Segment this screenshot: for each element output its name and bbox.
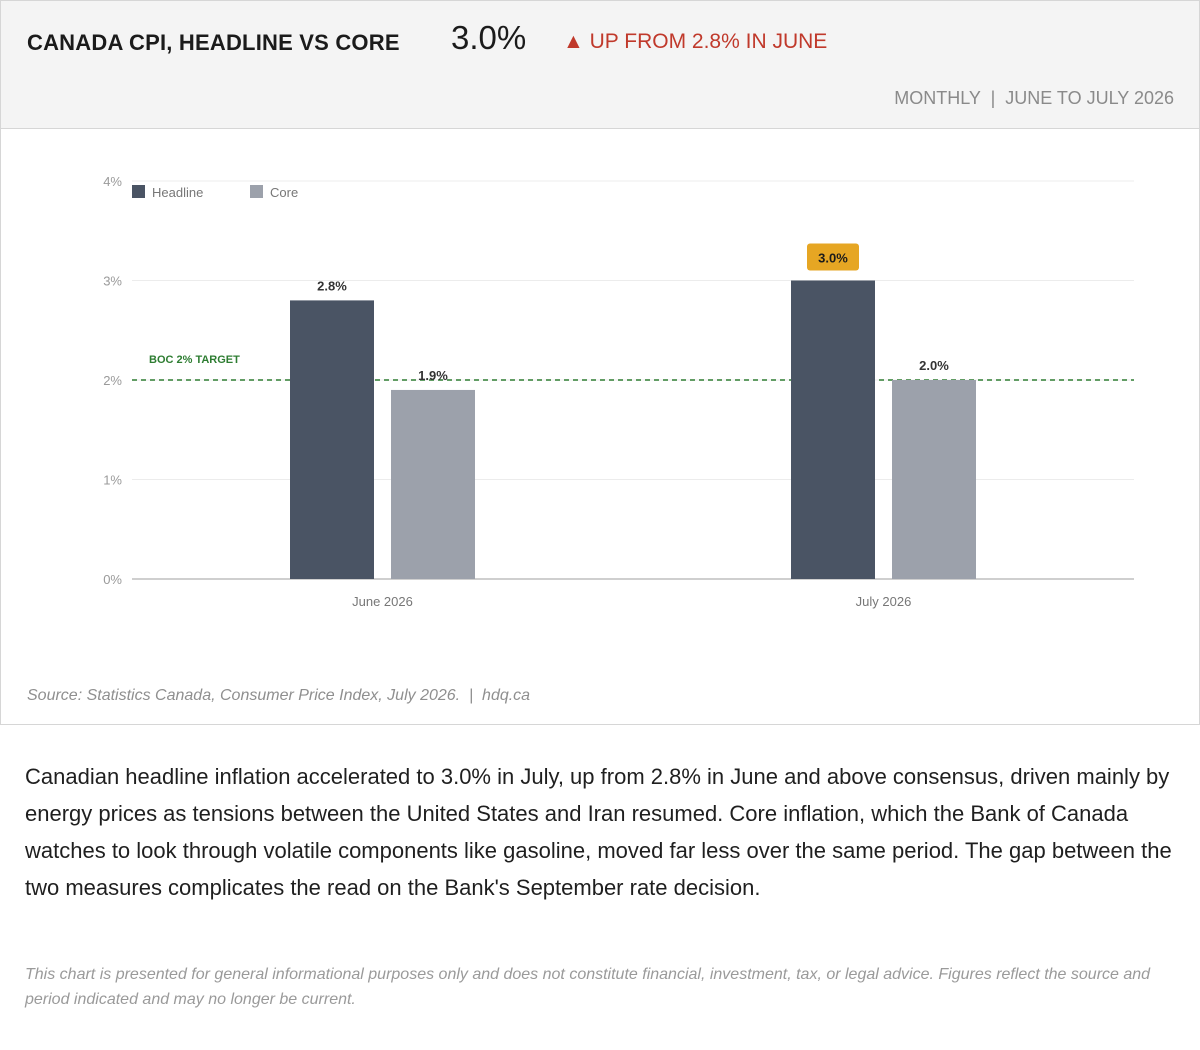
y-tick-label: 3% [103, 274, 122, 289]
headline-value: 3.0% [451, 19, 527, 56]
bar-headline-1 [791, 280, 875, 579]
bar-chart: 0% 1% 2% 3% 4% BOC 2% TARGET Headline Core 2.8% 1… [103, 174, 1134, 609]
data-label-badge [807, 243, 859, 271]
bar-headline-0 [290, 300, 374, 579]
bar-core-0 [391, 389, 475, 579]
data-label: 2.8% [317, 278, 347, 293]
y-tick-label: 2% [103, 373, 122, 388]
x-tick-label: June 2026 [352, 594, 413, 609]
change-indicator: ▲ UP FROM 2.8% IN JUNE [563, 30, 827, 54]
change-text: UP FROM 2.8% IN JUNE [589, 30, 828, 53]
x-tick-label: July 2026 [856, 594, 912, 609]
chart-card: CANADA CPI, HEADLINE VS CORE 3.0% ▲ UP F… [0, 0, 1200, 725]
y-tick-label: 0% [103, 572, 122, 587]
legend-swatch-core [250, 185, 263, 198]
period-label: MONTHLY | JUNE TO JULY 2026 [894, 88, 1174, 108]
chart-header: CANADA CPI, HEADLINE VS CORE 3.0% ▲ UP F… [1, 1, 1199, 129]
data-label: 1.9% [418, 368, 448, 383]
y-tick-label: 1% [103, 473, 122, 488]
legend-swatch-headline [132, 185, 145, 198]
chart-title: CANADA CPI, HEADLINE VS CORE [27, 30, 400, 55]
target-line-label: BOC 2% TARGET [149, 354, 240, 366]
data-label: 3.0% [818, 251, 848, 266]
bar-core-1 [892, 380, 976, 579]
data-label: 2.0% [919, 358, 949, 373]
legend-label-headline: Headline [152, 185, 203, 200]
article-paragraph: Canadian headline inflation accelerated … [25, 764, 1172, 900]
up-arrow-icon: ▲ [563, 30, 584, 53]
y-tick-label: 4% [103, 174, 122, 189]
legend-label-core: Core [270, 185, 298, 200]
source-note: Source: Statistics Canada, Consumer Pric… [27, 687, 531, 704]
disclaimer: This chart is presented for general info… [25, 966, 1151, 1008]
